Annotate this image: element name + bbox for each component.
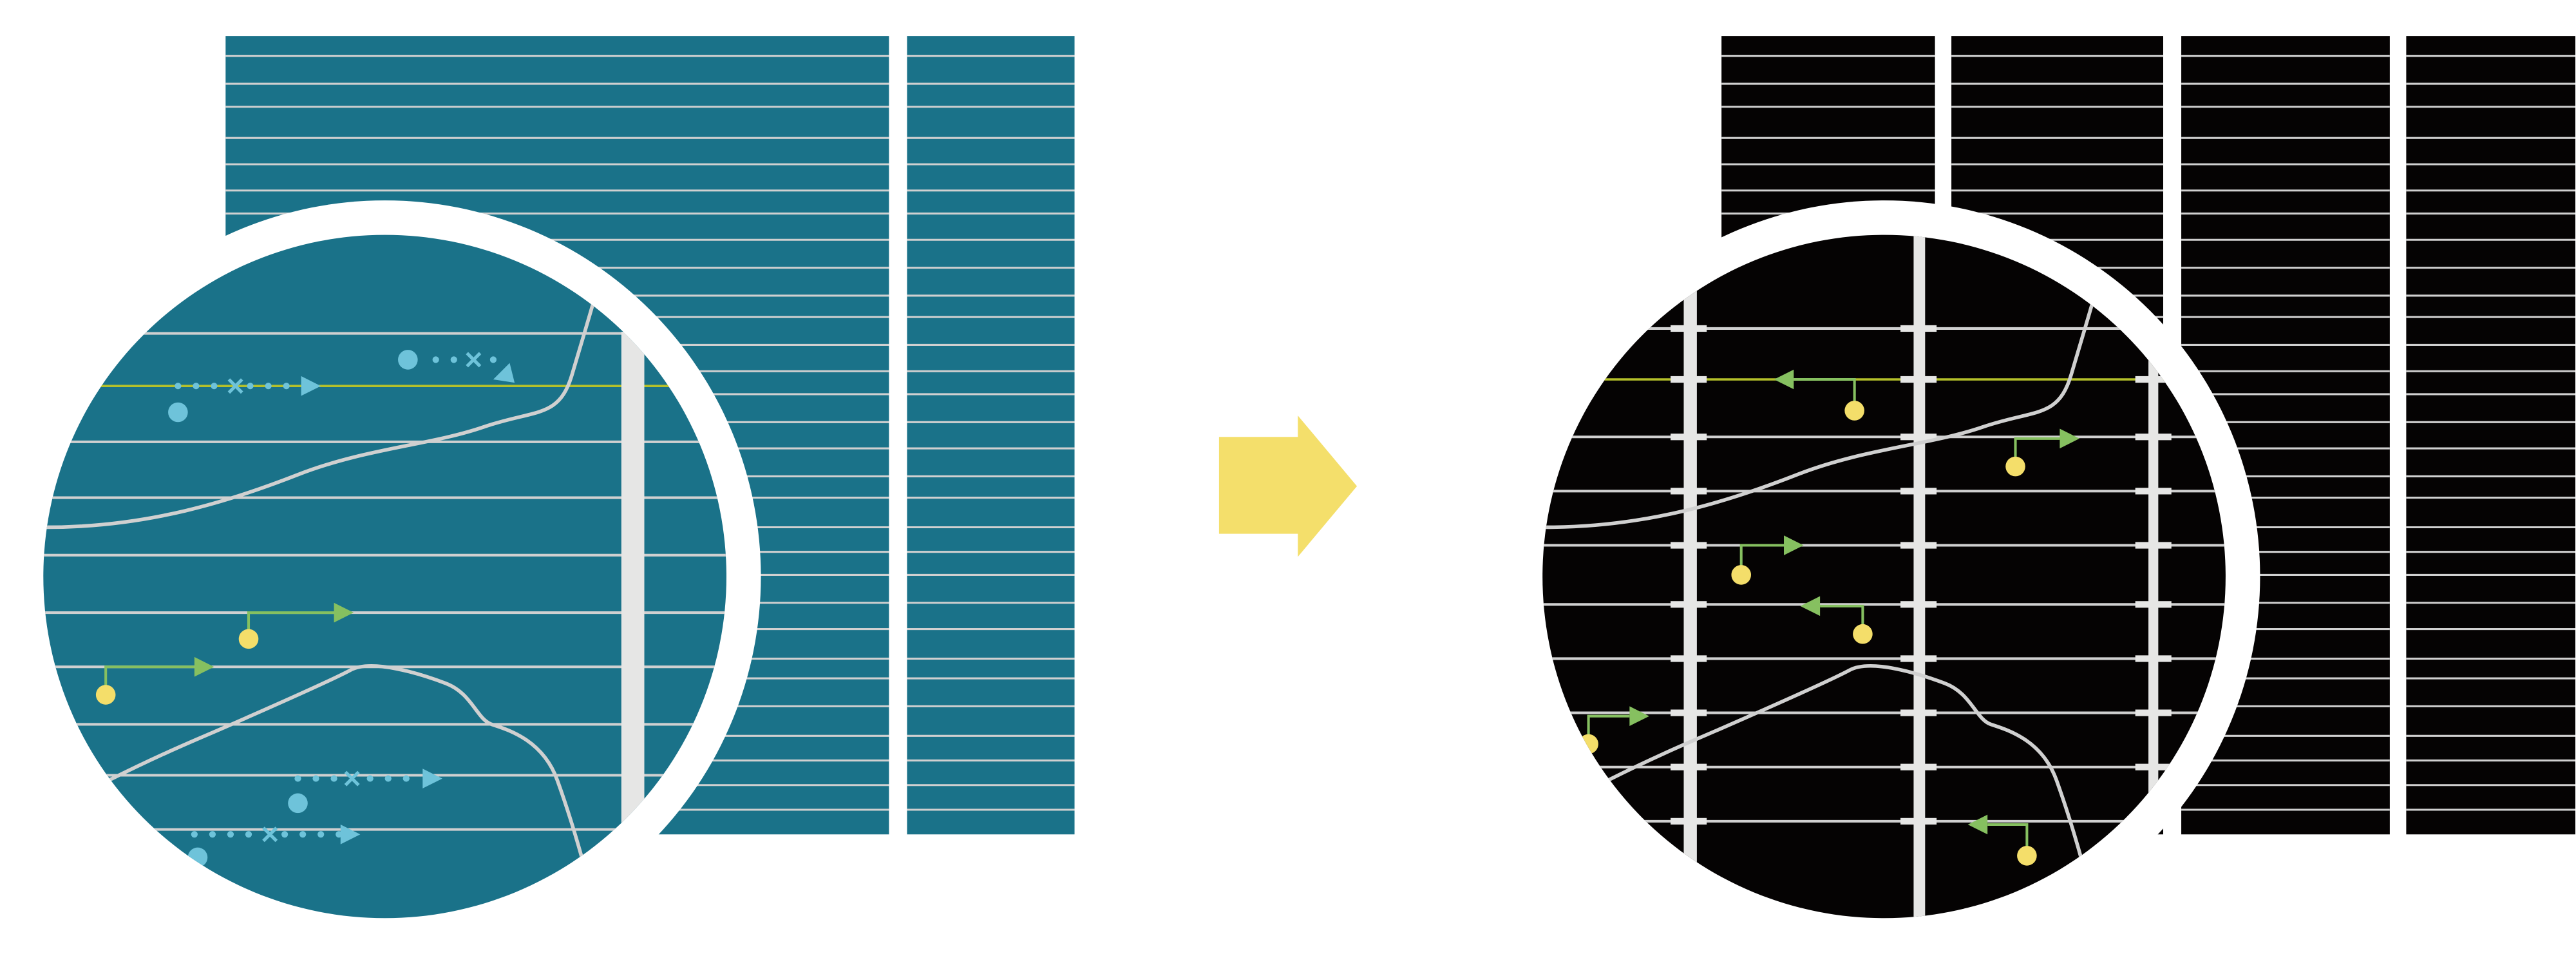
green-arrowhead-icon <box>194 656 214 677</box>
yellow-dot-icon <box>1853 624 1873 644</box>
vertical-bar <box>1683 234 1697 919</box>
arrowhead-icon <box>301 376 321 396</box>
green-arrowhead-icon <box>1967 814 1988 835</box>
track-line <box>1794 377 1856 411</box>
tick-mark <box>1671 709 1707 716</box>
green-arrowhead-icon <box>2060 428 2079 449</box>
tick-mark <box>2135 601 2172 608</box>
track-line <box>1987 823 2029 856</box>
track-dot <box>193 383 200 390</box>
tick-mark <box>1671 325 1707 332</box>
yellow-dot-icon <box>238 629 259 649</box>
x-mark-icon <box>262 826 278 843</box>
tick-mark <box>2135 655 2172 662</box>
green-arrowhead-icon <box>334 602 354 623</box>
tick-mark <box>1671 655 1707 662</box>
tick-mark <box>1900 763 1937 770</box>
panel-column <box>907 36 1075 835</box>
tick-mark <box>1900 655 1937 662</box>
track-dot <box>330 775 337 782</box>
track-dot <box>366 775 374 782</box>
tick-mark <box>2135 709 2172 716</box>
tick-mark <box>1900 709 1937 716</box>
magnified-background <box>1542 234 2226 919</box>
trajectory-curve <box>108 664 594 896</box>
track-dot <box>175 383 182 390</box>
yellow-dot-icon <box>2005 456 2025 477</box>
tick-mark <box>1900 325 1937 332</box>
trajectory-curve <box>1607 664 2093 896</box>
tick-mark <box>2135 376 2172 383</box>
yellow-dot-icon <box>1731 565 1752 585</box>
track-dot <box>432 356 439 363</box>
tick-mark <box>1900 376 1937 383</box>
track-dot <box>265 383 272 390</box>
tick-mark <box>1900 434 1937 441</box>
tick-mark <box>2135 434 2172 441</box>
track-dot <box>283 383 290 390</box>
x-mark-icon <box>466 352 482 368</box>
track-dot <box>247 383 254 390</box>
blue-dot-icon <box>288 793 308 814</box>
yellow-dot-icon <box>2017 846 2037 866</box>
yellow-dot-icon <box>1844 401 1864 421</box>
track-dot <box>281 831 289 838</box>
arrowhead-icon <box>493 363 515 383</box>
track-dot <box>402 775 410 782</box>
blue-dot-icon <box>168 402 188 423</box>
track-dot <box>489 356 497 363</box>
transform-arrow-icon <box>1218 415 1358 557</box>
right-arrow-shape <box>1218 415 1358 557</box>
trajectory-curve <box>1546 278 2101 530</box>
tick-mark <box>1671 376 1707 383</box>
track-dot <box>299 831 307 838</box>
x-mark-icon <box>227 378 243 394</box>
tick-mark <box>1671 763 1707 770</box>
tick-mark <box>1900 542 1937 549</box>
trajectory-curves <box>1546 278 2101 896</box>
track-dot <box>317 831 325 838</box>
tick-mark <box>2135 542 2172 549</box>
tick-mark <box>1671 601 1707 608</box>
green-arrowhead-icon <box>1629 706 1649 726</box>
tick-mark <box>1900 488 1937 495</box>
magnified-view <box>43 234 726 919</box>
yellow-dot-icon <box>95 685 116 705</box>
magnified-background <box>43 234 726 919</box>
tick-mark <box>1671 542 1707 549</box>
after-panel <box>1508 36 2576 953</box>
blue-dot-icon <box>398 350 418 370</box>
track-dot <box>191 831 198 838</box>
tick-mark <box>2135 763 2172 770</box>
tick-mark <box>1671 488 1707 495</box>
vertical-bar <box>621 332 645 841</box>
track-dot <box>227 831 234 838</box>
track-dot <box>245 831 252 838</box>
tick-mark <box>1671 434 1707 441</box>
vertical-bar <box>2148 234 2159 919</box>
track-dot <box>294 775 301 782</box>
tick-mark <box>2135 488 2172 495</box>
magnified-view <box>1542 234 2226 919</box>
panel-column <box>2406 36 2576 835</box>
track-dot <box>450 356 457 363</box>
trajectory-curve <box>46 278 602 530</box>
green-arrowhead-icon <box>1800 596 1821 616</box>
tick-mark <box>1900 601 1937 608</box>
before-panel <box>8 36 1075 953</box>
track-dot <box>211 383 218 390</box>
tick-mark <box>1900 817 1937 825</box>
green-arrowhead-icon <box>1784 535 1804 555</box>
x-mark-icon <box>344 770 360 787</box>
vertical-bar <box>1913 234 1926 919</box>
track-dot <box>384 775 392 782</box>
arrowhead-icon <box>340 824 361 845</box>
track-dot <box>209 831 216 838</box>
green-arrowhead-icon <box>1774 369 1794 390</box>
arrowhead-icon <box>422 769 442 788</box>
tick-mark <box>1671 817 1707 825</box>
track-dot <box>312 775 319 782</box>
